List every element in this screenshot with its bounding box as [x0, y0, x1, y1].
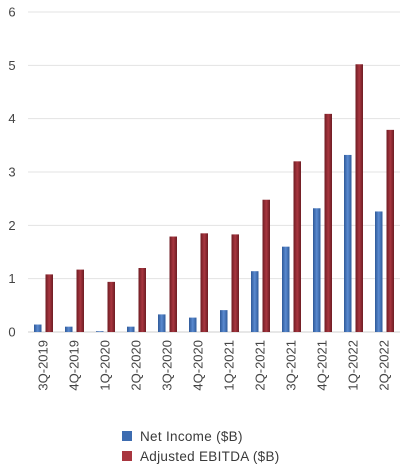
- x-tick-label: 1Q-2021: [222, 340, 237, 391]
- legend-label-net-income: Net Income ($B): [140, 428, 243, 444]
- net-income-bar: [189, 317, 197, 332]
- y-tick-label: 4: [8, 111, 15, 126]
- net-income-bar: [34, 324, 42, 332]
- y-tick-label: 5: [8, 58, 15, 73]
- adjusted-ebitda-bar: [324, 113, 332, 332]
- chart-legend: Net Income ($B) Adjusted EBITDA ($B): [122, 427, 280, 467]
- adjusted-ebitda-bar: [293, 161, 301, 332]
- adjusted-ebitda-bar: [355, 64, 363, 333]
- x-tick-label: 4Q-2021: [315, 340, 330, 391]
- x-tick-label: 4Q-2019: [67, 340, 82, 391]
- legend-label-adjusted-ebitda: Adjusted EBITDA ($B): [140, 448, 280, 464]
- net-income-bar: [282, 246, 290, 332]
- legend-item-adjusted-ebitda: Adjusted EBITDA ($B): [122, 447, 280, 465]
- net-income-bar: [65, 326, 73, 332]
- adjusted-ebitda-bar: [231, 234, 239, 332]
- y-tick-label: 6: [8, 5, 15, 20]
- adjusted-ebitda-bar: [200, 233, 208, 332]
- x-tick-label: 3Q-2021: [284, 340, 299, 391]
- adjusted-ebitda-bar: [169, 236, 177, 332]
- x-tick-label: 2Q-2022: [377, 340, 392, 391]
- x-tick-label: 2Q-2021: [253, 340, 268, 391]
- net-income-bar: [220, 310, 228, 332]
- net-income-bar: [251, 271, 259, 332]
- legend-item-net-income: Net Income ($B): [122, 427, 280, 445]
- x-tick-label: 2Q-2020: [129, 340, 144, 391]
- adjusted-ebitda-bar: [76, 269, 84, 332]
- adjusted-ebitda-bar: [262, 199, 270, 332]
- y-tick-label: 2: [8, 218, 15, 233]
- y-tick-label: 3: [8, 165, 15, 180]
- adjusted-ebitda-bar: [107, 281, 115, 332]
- legend-swatch-adjusted-ebitda: [122, 451, 132, 461]
- net-income-bar: [96, 331, 104, 332]
- net-income-bar: [344, 154, 352, 332]
- x-tick-label: 3Q-2019: [36, 340, 51, 391]
- x-tick-label: 1Q-2022: [346, 340, 361, 391]
- net-income-bar: [127, 326, 135, 332]
- net-income-bar: [313, 208, 321, 332]
- y-tick-label: 1: [8, 271, 15, 286]
- x-tick-label: 4Q-2020: [191, 340, 206, 391]
- net-income-bar: [375, 211, 383, 332]
- bar-chart: 0 1 2 3 4 5 6 3Q-2019 4Q-2019 1Q-2020 2Q-2020 3Q-20…: [8, 5, 400, 391]
- x-tick-label: 1Q-2020: [98, 340, 113, 391]
- x-tick-label: 3Q-2020: [160, 340, 175, 391]
- y-tick-label: 0: [8, 325, 15, 340]
- net-income-bar: [158, 314, 166, 332]
- adjusted-ebitda-bar: [138, 268, 146, 332]
- adjusted-ebitda-bar: [386, 129, 394, 332]
- legend-swatch-net-income: [122, 431, 132, 441]
- adjusted-ebitda-bar: [45, 274, 53, 332]
